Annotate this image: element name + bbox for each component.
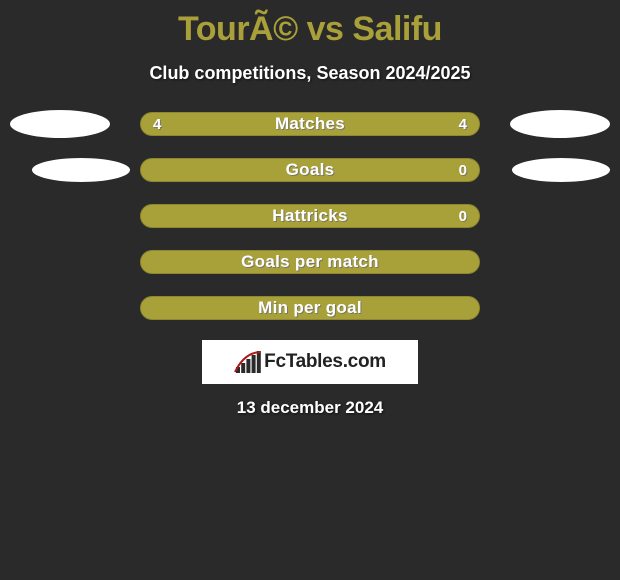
- brand-text: FcTables.com: [264, 351, 386, 373]
- stat-rows: 4 Matches 4 Goals 0 Hattricks 0: [0, 112, 620, 320]
- stat-label: Matches: [275, 114, 345, 134]
- stat-label: Goals per match: [241, 252, 379, 272]
- comparison-subtitle: Club competitions, Season 2024/2025: [149, 63, 470, 84]
- stat-bar: Min per goal: [140, 296, 480, 320]
- stat-row-matches: 4 Matches 4: [0, 112, 620, 136]
- left-ellipse-icon: [10, 110, 110, 138]
- stat-left-value: 4: [153, 116, 161, 133]
- right-ellipse-icon: [510, 110, 610, 138]
- right-ellipse-icon: [512, 158, 610, 182]
- stat-bar: Goals 0: [140, 158, 480, 182]
- stat-right-value: 4: [459, 116, 467, 133]
- stat-row-goals: Goals 0: [0, 158, 620, 182]
- left-ellipse-icon: [32, 158, 130, 182]
- stat-row-min-per-goal: Min per goal: [0, 296, 620, 320]
- date-text: 13 december 2024: [237, 398, 384, 418]
- stat-label: Hattricks: [272, 206, 347, 226]
- brand-box: FcTables.com: [202, 340, 418, 384]
- stat-row-hattricks: Hattricks 0: [0, 204, 620, 228]
- stat-bar: Goals per match: [140, 250, 480, 274]
- stat-bar: 4 Matches 4: [140, 112, 480, 136]
- comparison-title: TourÃ© vs Salifu: [178, 10, 442, 49]
- stat-right-value: 0: [459, 162, 467, 179]
- stat-label: Min per goal: [258, 298, 362, 318]
- chart-icon: [234, 350, 262, 374]
- stat-row-goals-per-match: Goals per match: [0, 250, 620, 274]
- stat-right-value: 0: [459, 208, 467, 225]
- stat-label: Goals: [286, 160, 335, 180]
- stat-bar: Hattricks 0: [140, 204, 480, 228]
